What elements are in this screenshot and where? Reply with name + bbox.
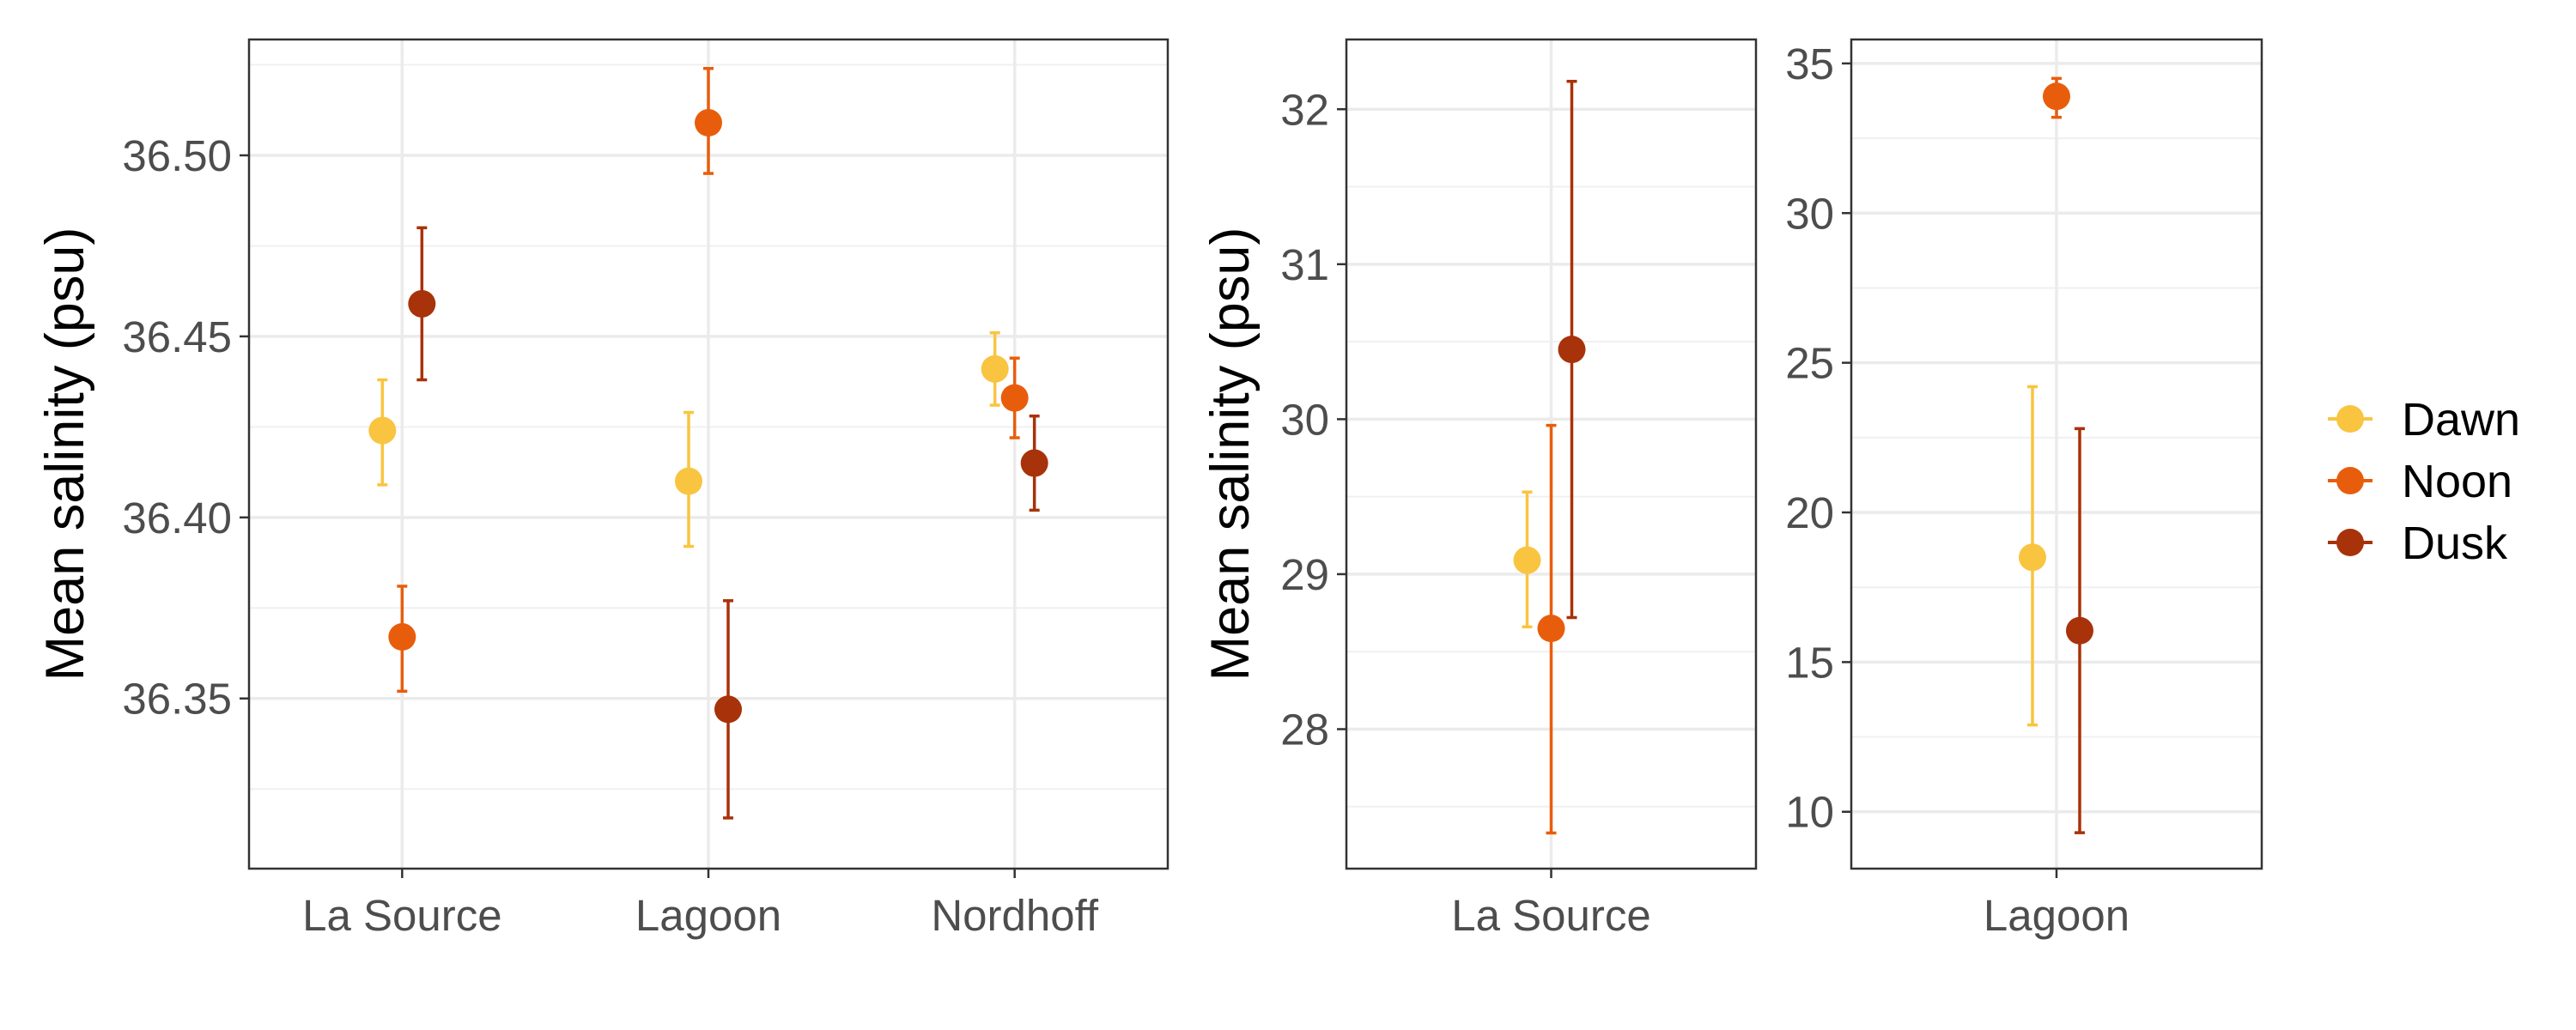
chart-panel: 28 29 30 31 32 La Source Mean salinity (psu) <box>1200 38 1758 940</box>
legend-item: Dawn <box>2328 394 2520 445</box>
y-tick-label: 30 <box>1280 395 1329 444</box>
x-tick-label: La Source <box>302 891 502 940</box>
data-point <box>1537 615 1565 643</box>
data-point <box>368 416 397 445</box>
data-point <box>2019 543 2046 572</box>
y-tick-label: 30 <box>1785 189 1834 238</box>
data-point <box>1000 384 1029 412</box>
y-tick-label: 15 <box>1785 638 1834 687</box>
legend-key-point <box>2336 529 2364 556</box>
x-tick-label: La Source <box>1451 891 1651 940</box>
legend-label: Dawn <box>2402 394 2520 445</box>
y-tick-label: 31 <box>1280 240 1329 289</box>
data-point <box>675 467 702 495</box>
y-tick-label: 36.45 <box>122 312 232 361</box>
data-point <box>2066 616 2093 645</box>
data-point <box>695 109 722 137</box>
y-tick-label: 35 <box>1785 39 1834 88</box>
data-point <box>981 354 1009 383</box>
y-tick-label: 36.35 <box>122 675 232 724</box>
x-tick-label: Lagoon <box>635 891 781 940</box>
y-tick-label: 36.40 <box>122 494 232 542</box>
y-tick-label: 25 <box>1785 339 1834 388</box>
data-point <box>1558 336 1586 364</box>
y-axis-title: Mean salinity (psu) <box>1200 227 1261 682</box>
y-tick-label: 32 <box>1280 85 1329 134</box>
legend-key-point <box>2336 405 2364 433</box>
data-point <box>2043 82 2070 111</box>
data-point <box>408 289 436 318</box>
y-tick-label: 20 <box>1785 488 1834 537</box>
y-tick-label: 36.50 <box>122 131 232 180</box>
y-tick-label: 10 <box>1785 788 1834 837</box>
legend: Dawn Noon Dusk <box>2328 394 2520 569</box>
x-tick-label: Nordhoff <box>931 891 1099 940</box>
legend-key-point <box>2336 467 2364 494</box>
y-tick-label: 28 <box>1280 705 1329 754</box>
y-axis-title: Mean salinity (psu) <box>35 227 95 682</box>
data-point <box>1020 449 1048 477</box>
chart-panel: 10 15 20 25 30 35 Lagoon <box>1785 38 2263 940</box>
legend-item: Noon <box>2328 456 2512 507</box>
data-point <box>1513 546 1541 574</box>
legend-label: Dusk <box>2402 518 2508 569</box>
chart-panel: 36.35 36.40 36.45 36.50 La Source Lagoon Nordh… <box>35 38 1170 940</box>
data-point <box>388 623 416 651</box>
x-tick-label: Lagoon <box>1984 891 2129 940</box>
legend-item: Dusk <box>2328 518 2508 569</box>
y-tick-label: 29 <box>1280 550 1329 599</box>
data-point <box>714 695 742 724</box>
legend-label: Noon <box>2402 456 2512 507</box>
